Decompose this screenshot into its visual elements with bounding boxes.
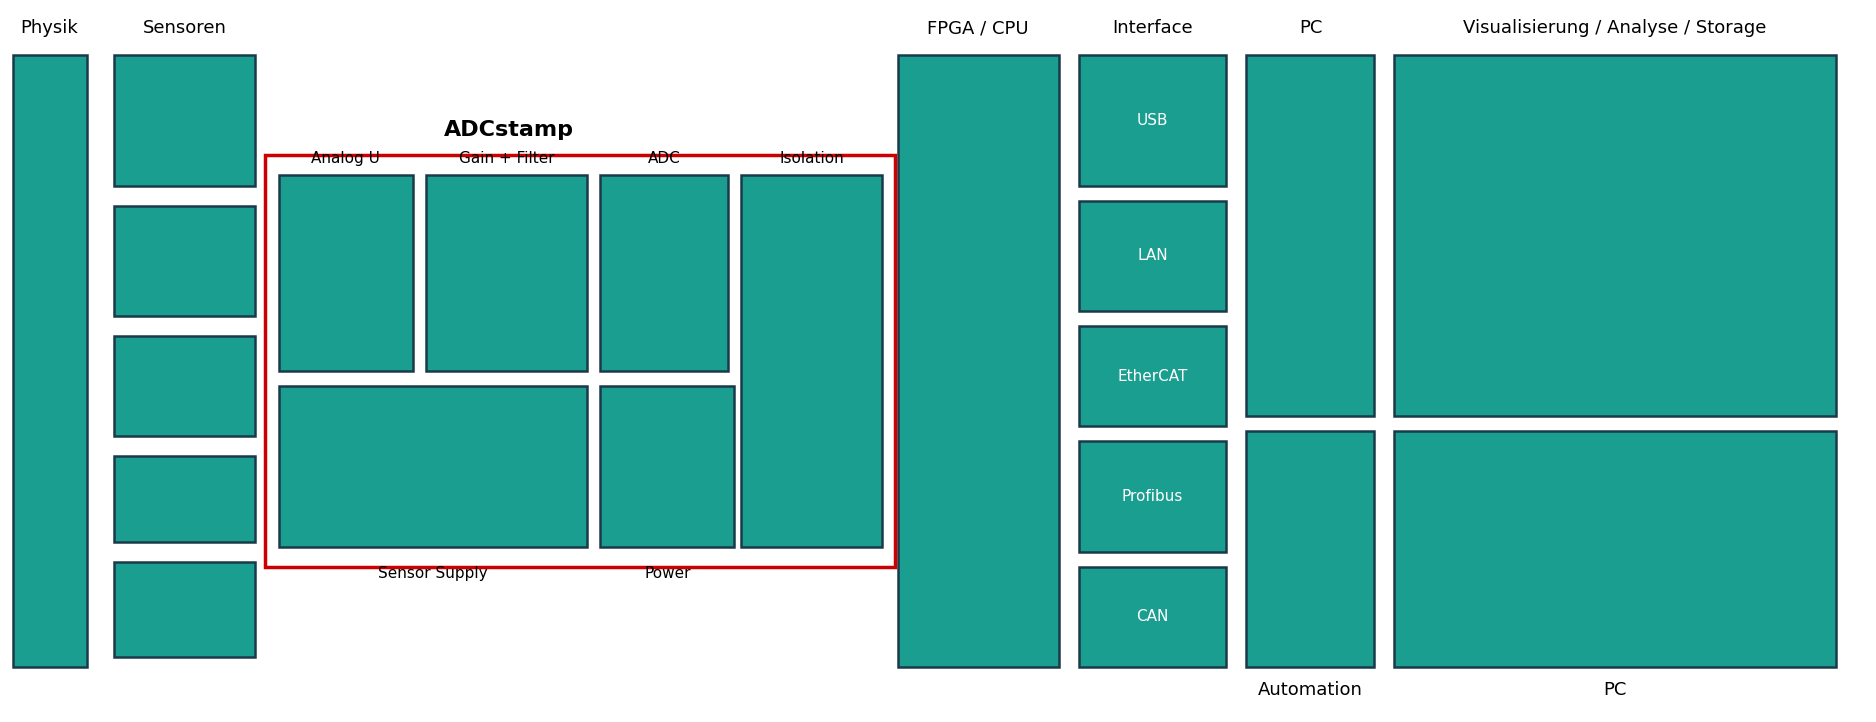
Text: Analog U: Analog U (311, 151, 381, 166)
Bar (426, 175, 587, 371)
Bar (1079, 567, 1227, 667)
Bar (280, 386, 587, 547)
Bar (13, 55, 86, 667)
Bar (1394, 55, 1837, 416)
Text: Profibus: Profibus (1122, 489, 1184, 504)
Text: USB: USB (1137, 113, 1169, 128)
Text: Isolation: Isolation (780, 151, 844, 166)
Text: EtherCAT: EtherCAT (1118, 368, 1188, 383)
Text: Sensoren: Sensoren (143, 19, 227, 37)
Text: Interface: Interface (1112, 19, 1193, 37)
Bar (1079, 441, 1227, 552)
Text: FPGA / CPU: FPGA / CPU (927, 19, 1030, 37)
Bar (1079, 201, 1227, 311)
Bar (265, 155, 895, 567)
Bar (1246, 431, 1373, 667)
Text: Physik: Physik (21, 19, 79, 37)
Bar (1394, 431, 1837, 667)
Text: ADCstamp: ADCstamp (445, 121, 574, 140)
Text: Visualisierung / Analyse / Storage: Visualisierung / Analyse / Storage (1463, 19, 1767, 37)
Text: PC: PC (1298, 19, 1323, 37)
Bar (114, 456, 255, 542)
Bar (600, 175, 728, 371)
Bar (1079, 55, 1227, 186)
Text: Automation: Automation (1259, 681, 1364, 699)
Text: Sensor Supply: Sensor Supply (377, 566, 488, 581)
Bar (114, 336, 255, 436)
Text: Power: Power (643, 566, 690, 581)
Bar (600, 386, 734, 547)
Bar (114, 206, 255, 316)
Bar (114, 562, 255, 657)
Bar (1246, 55, 1373, 416)
Bar (1079, 326, 1227, 426)
Text: CAN: CAN (1137, 609, 1169, 625)
Bar (114, 55, 255, 186)
Text: LAN: LAN (1137, 248, 1167, 264)
Bar (741, 175, 882, 547)
Bar (899, 55, 1058, 667)
Text: PC: PC (1602, 681, 1626, 699)
Bar (280, 175, 413, 371)
Text: ADC: ADC (649, 151, 681, 166)
Text: Gain + Filter: Gain + Filter (460, 151, 553, 166)
